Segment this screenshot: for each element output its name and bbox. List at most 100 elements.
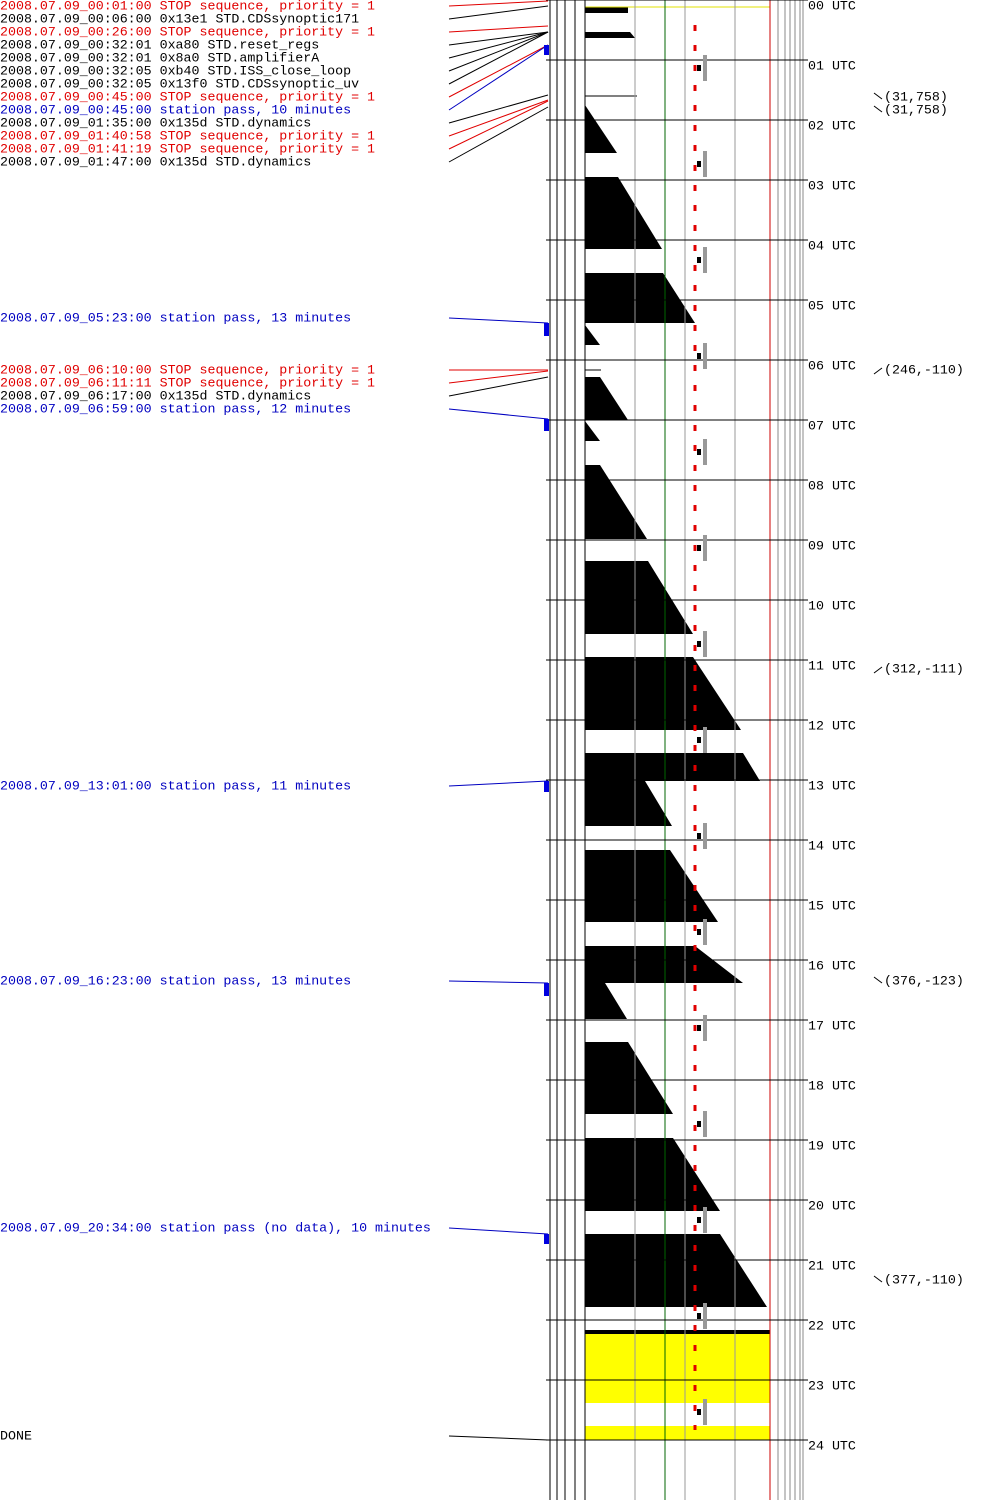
event-text: 2008.07.09_20:34:00 station pass (no dat…	[0, 1221, 431, 1236]
event-text: 2008.07.09_01:47:00 0x135d STD.dynamics	[0, 155, 311, 170]
marker	[703, 1015, 707, 1041]
hour-label: 21 UTC	[808, 1259, 856, 1274]
annotation-tick	[873, 105, 883, 113]
annotation-tick	[873, 92, 883, 100]
event-connector	[448, 31, 549, 59]
annotation: (246,-110)	[884, 363, 964, 378]
marker	[703, 1207, 707, 1233]
marker	[697, 1313, 701, 1319]
event-connector	[448, 376, 549, 397]
hour-label: 16 UTC	[808, 959, 856, 974]
hour-label: 05 UTC	[808, 299, 856, 314]
annotation: (312,-111)	[884, 662, 964, 677]
hour-label: 24 UTC	[808, 1439, 856, 1454]
event-connector	[448, 25, 549, 33]
marker	[703, 439, 707, 465]
event-connector	[448, 408, 549, 420]
pass-mark	[544, 45, 549, 55]
hour-label: 14 UTC	[808, 839, 856, 854]
marker	[703, 55, 707, 81]
event-connector	[448, 94, 549, 124]
hour-label: 23 UTC	[808, 1379, 856, 1394]
activity-blocks	[585, 6, 770, 1440]
event-text: 2008.07.09_01:35:00 0x135d STD.dynamics	[0, 116, 311, 131]
event-text: 2008.07.09_00:32:01 0x8a0 STD.amplifierA	[0, 51, 319, 66]
hour-label: 22 UTC	[808, 1319, 856, 1334]
hour-label: 17 UTC	[808, 1019, 856, 1034]
marker	[697, 353, 701, 359]
event-connector	[448, 1227, 549, 1235]
hour-label: 20 UTC	[808, 1199, 856, 1214]
marker	[697, 929, 701, 935]
event-text: 2008.07.09_01:40:58 STOP sequence, prior…	[0, 129, 375, 144]
hour-label: 06 UTC	[808, 359, 856, 374]
hour-label: 10 UTC	[808, 599, 856, 614]
event-text: 2008.07.09_00:32:05 0xb40 STD.ISS_close_…	[0, 64, 351, 79]
hour-label: 01 UTC	[808, 59, 856, 74]
pass-mark	[544, 323, 549, 336]
hour-label: 11 UTC	[808, 659, 856, 674]
pass-mark	[544, 781, 549, 792]
annotation: (31,758)	[884, 103, 948, 118]
event-connector	[448, 106, 549, 163]
marker	[697, 833, 701, 839]
marker	[703, 727, 707, 753]
hour-label: 00 UTC	[808, 0, 856, 14]
done-text: DONE	[0, 1429, 32, 1444]
event-connector	[448, 44, 549, 98]
event-connector	[448, 31, 549, 72]
marker	[697, 65, 701, 71]
annotation: (31,758)	[884, 90, 948, 105]
marker	[697, 641, 701, 647]
event-connector	[448, 1435, 549, 1441]
marker	[697, 545, 701, 551]
event-connector	[448, 31, 549, 85]
hour-label: 07 UTC	[808, 419, 856, 434]
marker	[697, 1025, 701, 1031]
hour-label: 04 UTC	[808, 239, 856, 254]
event-text: 2008.07.09_06:10:00 STOP sequence, prior…	[0, 363, 375, 378]
hour-label: 08 UTC	[808, 479, 856, 494]
event-connector	[448, 370, 549, 384]
event-connector	[448, 99, 549, 137]
hour-label: 12 UTC	[808, 719, 856, 734]
marker	[703, 247, 707, 273]
event-text: 2008.07.09_06:17:00 0x135d STD.dynamics	[0, 389, 311, 404]
event-text: 2008.07.09_00:06:00 0x13e1 STD.CDSsynopt…	[0, 12, 359, 27]
event-text: 2008.07.09_06:59:00 station pass, 12 min…	[0, 402, 351, 417]
annotation-tick	[873, 1275, 883, 1283]
marker	[697, 1409, 701, 1415]
marker	[703, 343, 707, 369]
event-text: 2008.07.09_00:26:00 STOP sequence, prior…	[0, 25, 375, 40]
hour-label: 19 UTC	[808, 1139, 856, 1154]
marker	[697, 257, 701, 263]
event-connector	[448, 5, 549, 20]
marker	[703, 823, 707, 849]
annotation-tick	[873, 976, 883, 984]
event-text: 2008.07.09_00:32:05 0x13f0 STD.CDSsynopt…	[0, 77, 359, 92]
event-text: 2008.07.09_06:11:11 STOP sequence, prior…	[0, 376, 375, 391]
event-text: 2008.07.09_01:41:19 STOP sequence, prior…	[0, 142, 375, 157]
marker	[703, 1399, 707, 1425]
event-text: 2008.07.09_00:45:00 station pass, 10 min…	[0, 103, 351, 118]
hour-label: 03 UTC	[808, 179, 856, 194]
marker	[703, 631, 707, 657]
marker	[697, 449, 701, 455]
annotation: (377,-110)	[884, 1273, 964, 1288]
annotation-tick	[873, 666, 883, 674]
event-text: 2008.07.09_00:01:00 STOP sequence, prior…	[0, 0, 375, 14]
annotation: (376,-123)	[884, 974, 964, 989]
marker	[703, 151, 707, 177]
event-connector	[448, 31, 549, 46]
marker	[703, 535, 707, 561]
hour-label: 18 UTC	[808, 1079, 856, 1094]
annotation-tick	[873, 367, 883, 375]
event-connector	[448, 0, 549, 7]
marker	[703, 1303, 707, 1329]
pass-mark	[544, 419, 549, 431]
pass-mark	[544, 983, 549, 996]
event-text: 2008.07.09_05:23:00 station pass, 13 min…	[0, 311, 351, 326]
marker	[703, 1111, 707, 1137]
event-text: 2008.07.09_16:23:00 station pass, 13 min…	[0, 974, 351, 989]
event-text: 2008.07.09_00:32:01 0xa80 STD.reset_regs	[0, 38, 319, 53]
